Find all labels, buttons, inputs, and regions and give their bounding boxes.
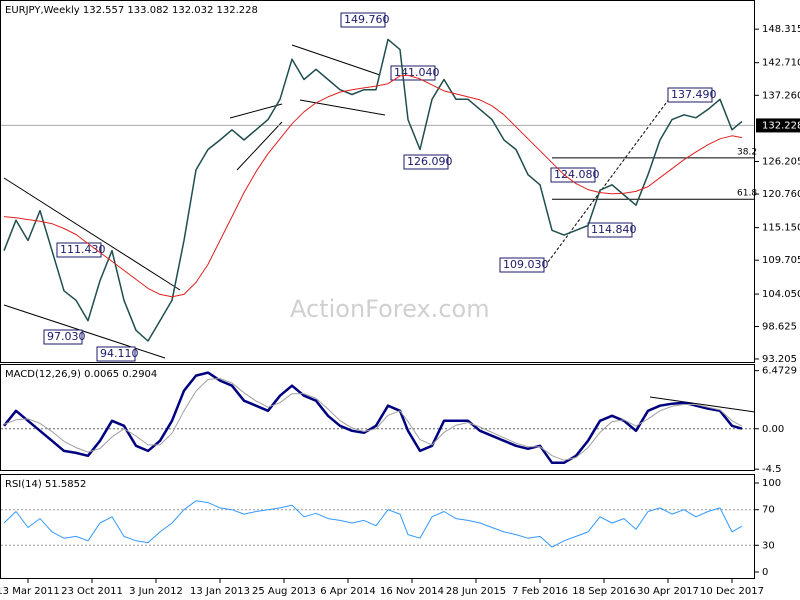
x-tick-label: 13 Jan 2013 [190, 586, 250, 597]
trend-line [649, 396, 756, 413]
last-price-box [756, 118, 800, 133]
y-tick-label: 104.050 [762, 289, 800, 300]
annotation-box [43, 329, 83, 345]
x-tick-label: 16 Nov 2014 [380, 586, 444, 597]
y-tick-label: 93.205 [762, 354, 797, 365]
x-tick-label: 10 Dec 2017 [700, 586, 764, 597]
annotation-box [96, 346, 136, 362]
annotation-box [550, 167, 596, 183]
y-tick-label: 0 [762, 567, 768, 578]
price-panel [0, 0, 755, 363]
annotation-box [403, 154, 449, 170]
trend-line [3, 304, 166, 359]
fib-label: 38.2 [737, 147, 757, 157]
annotation: 97.030 [47, 330, 86, 343]
annotation: 94.110 [100, 347, 139, 360]
x-tick-label: 7 Feb 2016 [512, 586, 568, 597]
x-tick-label: 3 Jun 2012 [129, 586, 183, 597]
x-tick-label: 6 Apr 2014 [320, 586, 375, 597]
x-tick-label: 13 Mar 2011 [0, 586, 60, 597]
trend-line [291, 44, 381, 76]
chart-title: MACD(12,26,9) 0.0065 0.2904 [5, 369, 157, 380]
y-tick-label: 98.625 [762, 322, 797, 333]
x-tick-label: 18 Sep 2016 [572, 586, 635, 597]
annotation-box [667, 87, 713, 103]
annotation-box [340, 12, 386, 28]
series-line [3, 500, 743, 548]
annotation: 111.430 [60, 243, 106, 256]
macd-panel [0, 364, 755, 471]
y-tick-label: -4.5 [762, 464, 782, 475]
y-tick-label: 0.00 [762, 424, 784, 435]
y-tick-label: 70 [762, 505, 775, 516]
rsi-panel [0, 474, 755, 579]
fib-label: 61.8 [737, 189, 757, 199]
y-tick-label: 137.260 [762, 90, 800, 101]
last-price-label: 132.228 [762, 120, 800, 131]
y-tick-label: 126.205 [762, 156, 800, 167]
chart-title: EURJPY,Weekly 132.557 133.082 132.032 13… [5, 5, 258, 16]
annotation-box [587, 222, 633, 238]
watermark: ActionForex.com [290, 295, 490, 323]
annotation: 137.490 [671, 88, 717, 101]
trend-line [299, 99, 386, 116]
series-line [3, 74, 743, 298]
y-tick-label: 109.705 [762, 255, 800, 266]
y-tick-label: 142.710 [762, 58, 800, 69]
series-line [3, 38, 743, 342]
x-tick-label: 30 Apr 2017 [637, 586, 699, 597]
y-tick-label: 115.150 [762, 223, 800, 234]
trend-line [236, 121, 283, 171]
series-line [3, 378, 743, 461]
annotation-box [56, 242, 102, 258]
y-tick-label: 100 [762, 478, 781, 489]
trend-line [229, 103, 283, 119]
x-tick-label: 28 Jun 2015 [446, 586, 506, 597]
annotation: 114.840 [591, 223, 637, 236]
chart-title: RSI(14) 51.5852 [5, 479, 86, 490]
y-tick-label: 120.760 [762, 189, 800, 200]
annotations: 149.760 141.040 126.090 137.490 124.080 … [43, 12, 717, 362]
x-tick-label: 23 Oct 2011 [61, 586, 123, 597]
series-line [3, 371, 743, 465]
y-tick-label: 30 [762, 540, 775, 551]
x-tick-label: 25 Aug 2013 [252, 586, 316, 597]
annotation: 126.090 [407, 155, 453, 168]
annotation: 149.760 [344, 13, 390, 26]
annotation-box [499, 257, 545, 273]
annotation: 124.080 [554, 168, 600, 181]
y-tick-label: 6.4729 [762, 366, 797, 377]
y-tick-label: 148.315 [762, 24, 800, 35]
annotation: 141.040 [394, 66, 440, 79]
annotation: 109.030 [503, 258, 549, 271]
trend-line [3, 177, 181, 291]
